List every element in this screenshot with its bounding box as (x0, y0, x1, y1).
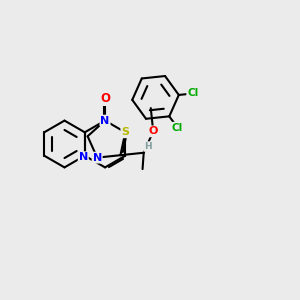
Text: H: H (144, 142, 152, 151)
Text: N: N (92, 153, 102, 163)
Text: Cl: Cl (172, 123, 183, 133)
Text: O: O (100, 92, 110, 105)
Text: N: N (79, 152, 88, 162)
Text: N: N (100, 116, 110, 126)
Text: S: S (121, 127, 129, 137)
Text: Cl: Cl (187, 88, 198, 98)
Text: O: O (148, 126, 158, 136)
